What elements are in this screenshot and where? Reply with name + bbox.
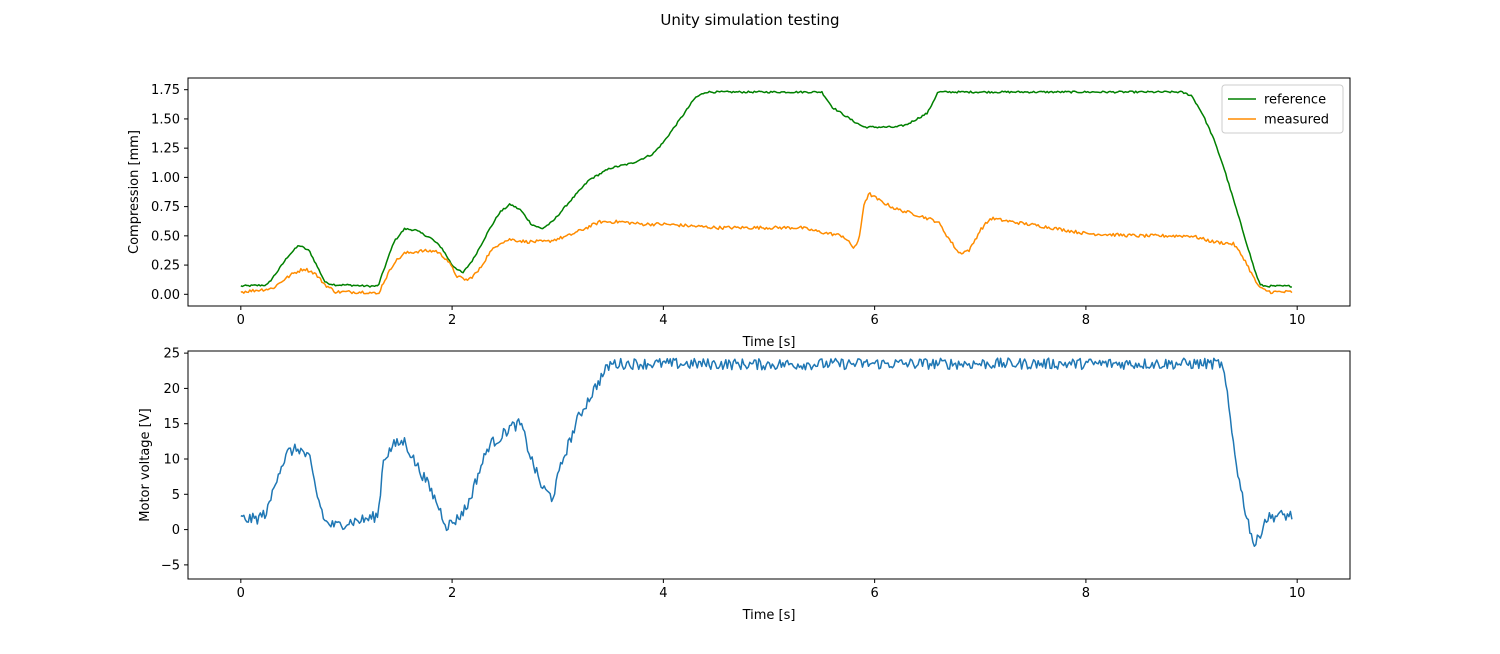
y-tick-label: 0.25 [151, 259, 180, 274]
y-tick-label: 1.50 [151, 112, 180, 127]
y-axis-label: Motor voltage [V] [138, 408, 153, 521]
legend-label-reference: reference [1264, 93, 1326, 108]
y-tick-label: 1.25 [151, 142, 180, 157]
y-tick-label: 5 [172, 488, 180, 503]
x-tick-label: 4 [659, 586, 667, 601]
y-ticks: −5 0 5 10 15 20 25 [161, 347, 188, 573]
y-tick-label: 0.50 [151, 229, 180, 244]
voltage-series-line [240, 357, 1293, 548]
x-tick-label: 10 [1289, 313, 1306, 328]
x-ticks: 0 2 4 6 8 10 [237, 579, 1306, 601]
y-tick-label: 0.75 [151, 200, 180, 215]
x-tick-label: 2 [448, 586, 456, 601]
y-tick-label: 1.00 [151, 171, 180, 186]
x-axis-label: Time [s] [742, 608, 796, 623]
legend-box [1221, 84, 1344, 134]
y-ticks: 0.00 0.25 0.50 0.75 1.00 1.25 1.50 1.75 [151, 83, 188, 303]
x-tick-label: 6 [870, 586, 878, 601]
legend: reference measured [1221, 84, 1344, 134]
x-ticks: 0 2 4 6 8 10 [237, 306, 1306, 328]
y-tick-label: 20 [163, 382, 180, 397]
voltage-axes: 0 2 4 6 8 10 −5 0 5 10 15 20 25 Time [s] Motor volt… [138, 347, 1351, 623]
plot-area [240, 90, 1293, 295]
x-tick-label: 8 [1082, 313, 1090, 328]
x-tick-label: 10 [1289, 586, 1306, 601]
compression-axes: 0 2 4 6 8 10 0.00 0.25 0.50 0.75 1.00 1.25 1.50 1.75… [127, 77, 1351, 350]
y-tick-label: 25 [163, 347, 180, 362]
x-tick-label: 6 [870, 313, 878, 328]
x-tick-label: 2 [448, 313, 456, 328]
axes-frame [187, 77, 1351, 307]
y-tick-label: 1.75 [151, 83, 180, 98]
measured-series-line [240, 192, 1293, 295]
x-tick-label: 0 [237, 586, 245, 601]
y-tick-label: −5 [161, 558, 180, 573]
plot-area [240, 357, 1293, 548]
x-axis-label: Time [s] [742, 335, 796, 350]
x-tick-label: 0 [237, 313, 245, 328]
figure-suptitle: Unity simulation testing [660, 11, 839, 29]
y-axis-label: Compression [mm] [127, 130, 142, 254]
y-tick-label: 15 [163, 417, 180, 432]
legend-label-measured: measured [1264, 113, 1329, 128]
y-tick-label: 10 [163, 453, 180, 468]
reference-series-line [240, 90, 1292, 288]
x-tick-label: 4 [659, 313, 667, 328]
axes-frame [187, 350, 1351, 580]
y-tick-label: 0.00 [151, 288, 180, 303]
x-tick-label: 8 [1082, 586, 1090, 601]
y-tick-label: 0 [172, 523, 180, 538]
